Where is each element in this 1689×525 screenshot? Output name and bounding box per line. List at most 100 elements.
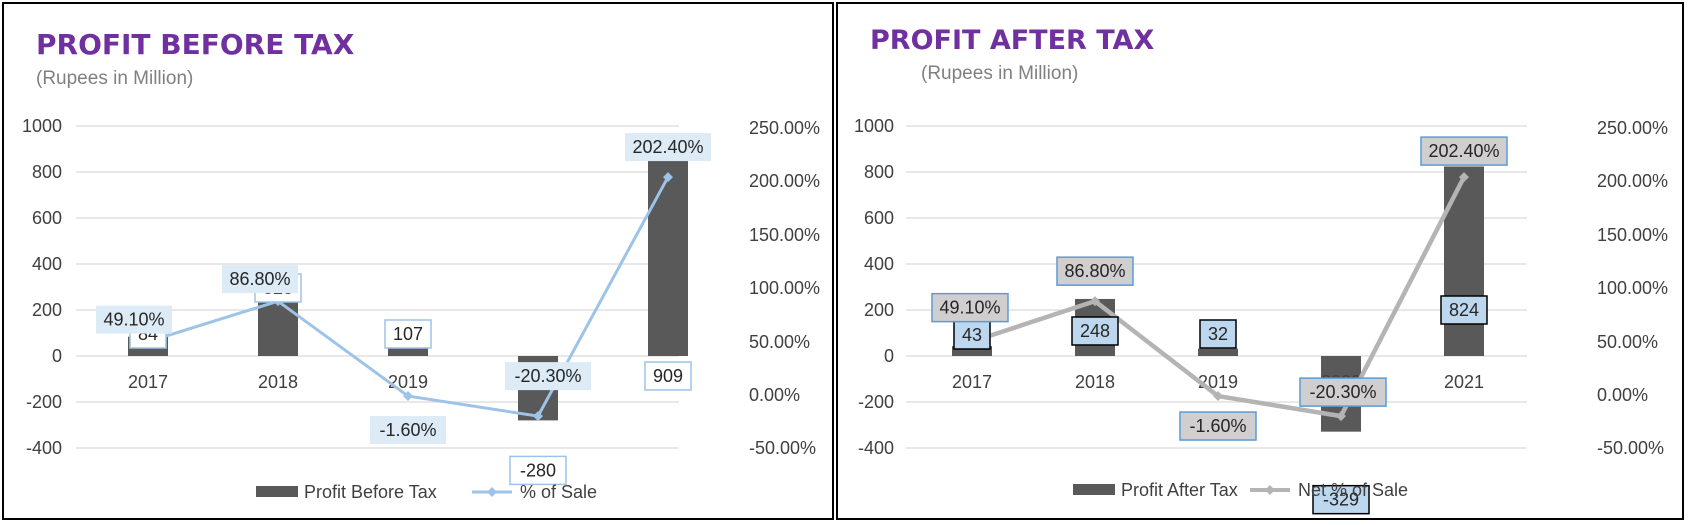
y-tick-label: 1000 [854,116,894,136]
y-tick-label: 400 [32,254,62,274]
svg-text:824: 824 [1449,300,1479,320]
x-axis: 2017 2018 2019 2020 2021 [128,372,688,392]
svg-text:86.80%: 86.80% [229,269,290,289]
y-tick-label: 400 [864,254,894,274]
chart-subtitle: (Rupees in Million) [921,63,1078,84]
svg-text:86.80%: 86.80% [1064,261,1125,281]
y-axis-secondary: 250.00% 200.00% 150.00% 100.00% 50.00% 0… [1597,118,1668,458]
y-tick-label: -400 [858,438,894,458]
legend-bar-swatch [256,486,298,497]
bar-2017 [952,346,992,356]
y-tick-label: -400 [26,438,62,458]
svg-text:43: 43 [962,325,982,345]
y-tick-label: 800 [864,162,894,182]
line-data-label-2021: 202.40% [1420,136,1508,166]
bar-2019 [1198,348,1238,356]
chart-title: PROFIT BEFORE TAX [36,28,355,61]
line-data-label-2020: -20.30% [1299,377,1387,407]
line-marker-2019 [1213,391,1223,402]
y-tick-label: 0 [884,346,894,366]
legend-line-label: Net % of Sale [1298,480,1408,500]
legend-line-marker [1265,485,1275,495]
legend-bar-swatch [1073,484,1115,495]
y2-tick-label: 150.00% [749,225,820,245]
svg-text:-280: -280 [520,460,556,480]
y-tick-label: 600 [32,208,62,228]
bar-data-label-2021: 909 [644,361,692,391]
bar-data-label-2021: 824 [1440,295,1488,325]
x-tick-label: 2018 [1075,372,1115,392]
y-axis-secondary: 250.00% 200.00% 150.00% 100.00% 50.00% 0… [749,118,820,458]
y-tick-label: -200 [858,392,894,412]
y-tick-label: 600 [864,208,894,228]
y-tick-label: 800 [32,162,62,182]
svg-text:49.10%: 49.10% [103,310,164,330]
chart-subtitle: (Rupees in Million) [36,68,193,89]
y-axis-primary: 1000 800 600 400 200 0 -200 -400 [22,116,62,458]
legend: Profit Before Tax % of Sale [256,482,597,502]
svg-text:-1.60%: -1.60% [379,420,436,440]
line-marker-2018 [1090,296,1100,307]
x-tick-label: 2021 [1444,372,1484,392]
svg-text:248: 248 [1080,321,1110,341]
y-tick-label: -200 [26,392,62,412]
bar-data-label-2019: 107 [384,319,432,349]
legend-line-label: % of Sale [520,482,597,502]
line-data-label-2019: -1.60% [370,416,446,445]
legend-line-marker [487,487,497,497]
y-tick-label: 1000 [22,116,62,136]
y2-tick-label: 250.00% [749,118,820,138]
line-data-label-2018: 86.80% [222,265,298,294]
data-labels: 84323107-28090949.10%86.80%-1.60%-20.30%… [96,133,711,486]
y2-tick-label: 100.00% [749,278,820,298]
line-marker-2019 [403,391,413,402]
chart-title: PROFIT AFTER TAX [870,25,1154,56]
chart-panel-profit-after-tax: PROFIT AFTER TAX (Rupees in Million) 100… [836,2,1684,520]
line-marker-2020 [533,411,543,422]
y2-tick-label: -50.00% [1597,438,1664,458]
line-data-label-2021: 202.40% [625,133,711,162]
x-tick-label: 2018 [258,372,298,392]
y-tick-label: 0 [52,346,62,366]
line-data-label-2017: 49.10% [931,292,1009,323]
y2-tick-label: 50.00% [749,332,810,352]
svg-text:-20.30%: -20.30% [514,366,581,386]
svg-text:-20.30%: -20.30% [1309,382,1376,402]
y2-tick-label: 200.00% [1597,171,1668,191]
bar-2021 [1444,166,1484,356]
y-tick-label: 200 [32,300,62,320]
y2-tick-label: 0.00% [749,385,800,405]
bar-data-label-2020: -329 [1312,484,1370,515]
x-tick-label: 2019 [388,372,428,392]
svg-text:909: 909 [653,366,683,386]
x-tick-label: 2017 [952,372,992,392]
line-marker-2021 [663,172,673,183]
gridlines [76,125,679,449]
y2-tick-label: 150.00% [1597,225,1668,245]
svg-text:-329: -329 [1323,490,1359,510]
line-data-label-2017: 49.10% [96,305,172,334]
svg-text:202.40%: 202.40% [632,137,703,157]
bar-data-label-2019: 32 [1199,319,1237,349]
line-data-label-2020: -20.30% [505,362,591,391]
legend-bar-label: Profit Before Tax [304,482,437,502]
y2-tick-label: 250.00% [1597,118,1668,138]
line-marker-2021 [1459,172,1469,183]
legend-bar-label: Profit After Tax [1121,480,1238,500]
chart-panel-profit-before-tax: PROFIT BEFORE TAX (Rupees in Million) 10… [2,2,834,520]
svg-text:107: 107 [393,324,423,344]
x-tick-label: 2019 [1198,372,1238,392]
x-axis: 2017 2018 2019 2020 2021 [952,372,1484,392]
line-data-label-2019: -1.60% [1179,411,1257,441]
svg-text:32: 32 [1208,324,1228,344]
y2-tick-label: 100.00% [1597,278,1668,298]
y2-tick-label: -50.00% [749,438,816,458]
y2-tick-label: 50.00% [1597,332,1658,352]
svg-text:202.40%: 202.40% [1428,141,1499,161]
bar-data-label-2020: -280 [509,455,567,486]
x-tick-label: 2017 [128,372,168,392]
line-data-label-2018: 86.80% [1056,256,1134,286]
bar-data-label-2017: 43 [953,320,991,350]
chart-svg: PROFIT AFTER TAX (Rupees in Million) 100… [854,25,1668,515]
